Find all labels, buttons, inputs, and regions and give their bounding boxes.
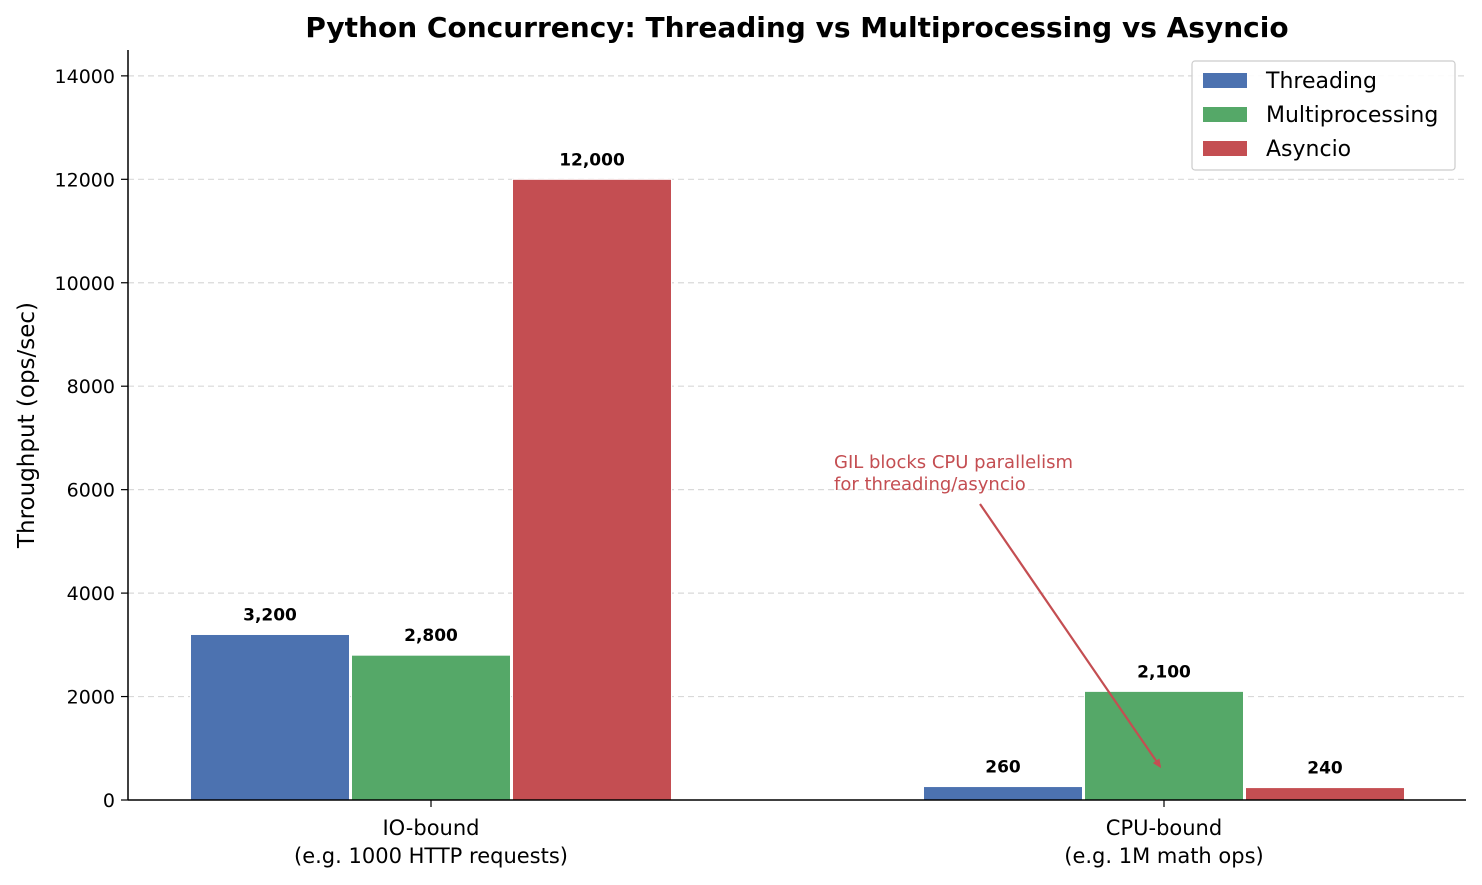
x-tick-label: (e.g. 1000 HTTP requests): [294, 844, 568, 868]
bar-value-label: 240: [1307, 759, 1343, 779]
annotation-text: GIL blocks CPU parallelism: [834, 452, 1073, 473]
axes: 0 2000 4000 6000 8000 10000 12000 14000 IO-bound…: [55, 50, 1466, 868]
bar: [190, 633, 350, 801]
y-tick-label: 2000: [67, 687, 115, 709]
legend-label: Threading: [1265, 69, 1377, 94]
bar-value-label: 2,800: [404, 626, 458, 646]
bar-value-label: 2,100: [1137, 662, 1191, 682]
bar: [1084, 690, 1244, 801]
legend-swatch: [1203, 107, 1247, 122]
annotation-text: for threading/asyncio: [834, 474, 1026, 495]
y-tick-label: 4000: [67, 583, 115, 605]
legend-box: [1191, 60, 1456, 171]
legend-swatch: [1203, 141, 1247, 156]
legend-label: Multiprocessing: [1266, 103, 1438, 128]
x-tick-label: IO-bound: [382, 816, 479, 840]
y-axis-label: Throughput (ops/sec): [14, 302, 40, 549]
bar-value-label: 12,000: [559, 150, 625, 170]
y-tick-label: 8000: [67, 376, 115, 398]
bar: [351, 654, 511, 801]
y-tick-label: 6000: [67, 480, 115, 502]
bar: [512, 178, 672, 801]
x-tick-label: CPU-bound: [1106, 816, 1222, 840]
bar-value-label: 260: [985, 758, 1021, 778]
y-tick-label: 14000: [55, 66, 115, 88]
y-tick-label: 12000: [55, 169, 115, 191]
y-tick-label: 10000: [55, 273, 115, 295]
y-tick-label: 0: [103, 790, 115, 812]
legend: Threading Multiprocessing Asyncio: [1191, 60, 1456, 171]
legend-swatch: [1203, 73, 1247, 88]
bar-value-label: 3,200: [243, 605, 297, 625]
bar: [1245, 787, 1405, 801]
chart-title: Python Concurrency: Threading vs Multipr…: [305, 11, 1288, 44]
legend-label: Asyncio: [1266, 137, 1351, 162]
x-tick-label: (e.g. 1M math ops): [1064, 844, 1263, 868]
bar: [923, 786, 1083, 801]
annotation-arrow: [979, 503, 1162, 769]
bars: 3,200 260 2,800 2,100 12,000 240: [190, 150, 1405, 801]
